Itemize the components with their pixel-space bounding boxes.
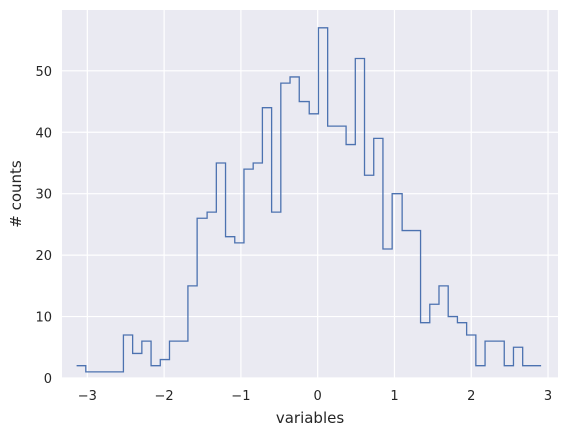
x-axis-label: variables: [276, 409, 345, 427]
y-tick-label: 0: [44, 372, 52, 387]
y-tick-label: 30: [35, 188, 52, 203]
y-tick-label: 50: [35, 65, 52, 80]
y-tick-label: 10: [35, 311, 52, 326]
x-tick-label: 0: [314, 389, 322, 404]
y-tick-label: 20: [35, 249, 52, 264]
x-tick-labels: −3 −2 −1 0 1 2 3: [78, 389, 552, 404]
y-tick-label: 40: [35, 126, 52, 141]
y-axis-label: # counts: [7, 160, 25, 228]
x-tick-label: 1: [390, 389, 398, 404]
x-tick-label: 3: [544, 389, 552, 404]
x-tick-label: 2: [467, 389, 475, 404]
x-tick-label: −3: [78, 389, 97, 404]
histogram-step-line: [76, 27, 542, 373]
x-tick-label: −2: [155, 389, 174, 404]
y-gridlines: [62, 70, 558, 379]
y-tick-labels: 0 10 20 30 40 50: [35, 65, 52, 387]
x-tick-label: −1: [231, 389, 250, 404]
